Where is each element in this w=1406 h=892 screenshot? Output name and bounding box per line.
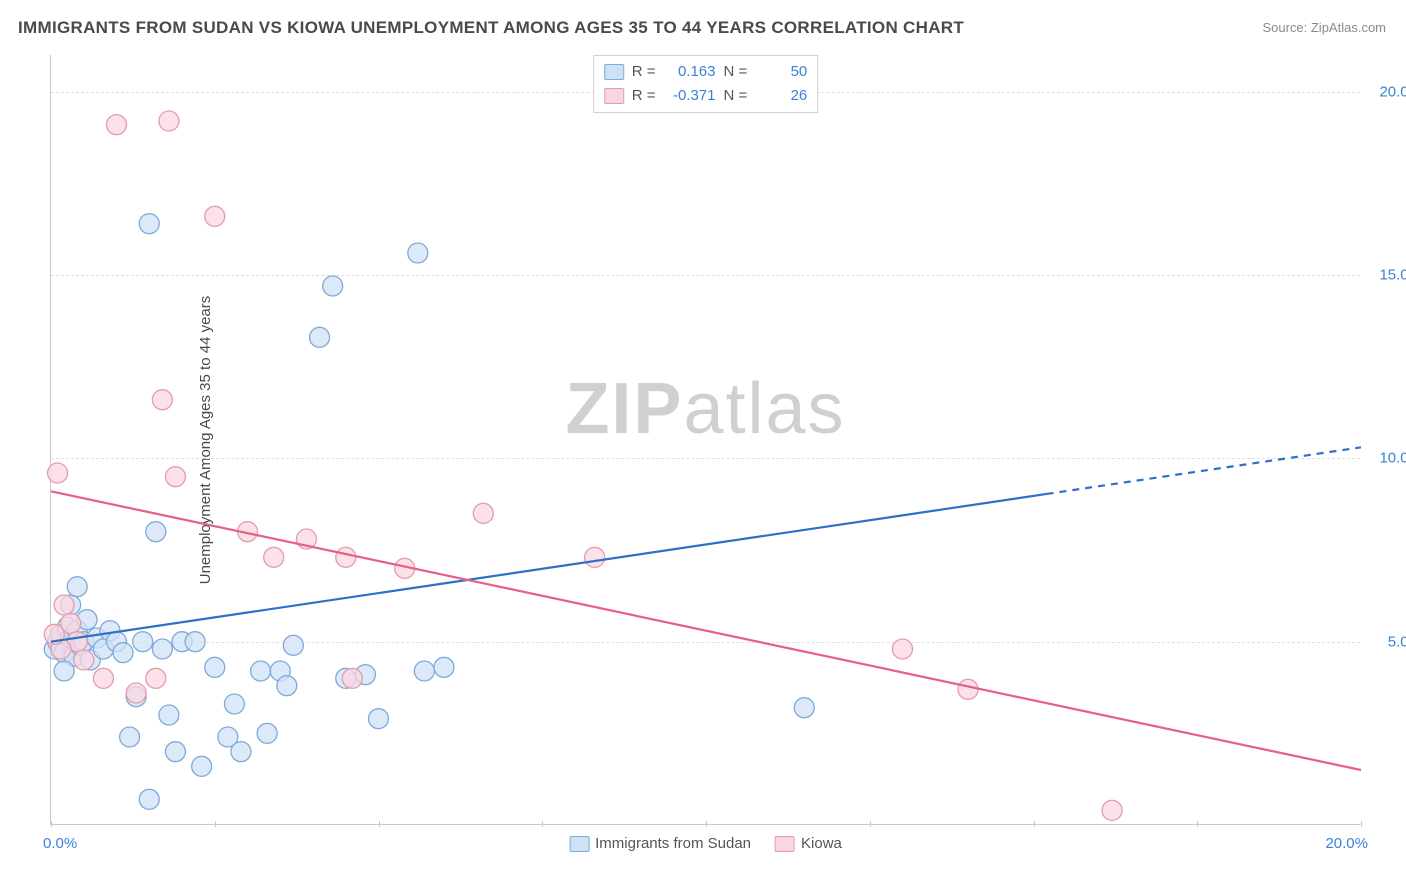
r-value-series1: 0.163: [664, 60, 716, 84]
data-point: [342, 668, 362, 688]
plot-area: Unemployment Among Ages 35 to 44 years Z…: [50, 55, 1360, 825]
data-point: [336, 547, 356, 567]
data-point: [113, 643, 133, 663]
data-point: [473, 503, 493, 523]
legend-label-series1: Immigrants from Sudan: [595, 835, 751, 852]
data-point: [192, 756, 212, 776]
data-point: [434, 657, 454, 677]
x-tick: [1361, 821, 1362, 827]
data-point: [224, 694, 244, 714]
data-point: [794, 698, 814, 718]
correlation-legend: R = 0.163 N = 50 R = -0.371 N = 26: [593, 55, 819, 113]
data-point: [310, 327, 330, 347]
data-point: [257, 723, 277, 743]
data-point: [54, 595, 74, 615]
data-point: [205, 657, 225, 677]
r-label: R =: [632, 60, 656, 84]
data-point: [165, 467, 185, 487]
x-axis-min-label: 0.0%: [43, 835, 77, 852]
trend-line-dashed: [1047, 447, 1361, 494]
data-point: [205, 206, 225, 226]
y-tick-label: 5.0%: [1388, 633, 1406, 650]
data-point: [120, 727, 140, 747]
swatch-series2-b: [775, 836, 795, 852]
y-tick-label: 15.0%: [1379, 267, 1406, 284]
data-point: [146, 668, 166, 688]
data-point: [165, 742, 185, 762]
data-point: [185, 632, 205, 652]
data-point: [283, 635, 303, 655]
legend-row-series1: R = 0.163 N = 50: [604, 60, 808, 84]
data-point: [264, 547, 284, 567]
y-tick-label: 20.0%: [1379, 83, 1406, 100]
data-point: [107, 115, 127, 135]
chart-title: IMMIGRANTS FROM SUDAN VS KIOWA UNEMPLOYM…: [18, 18, 964, 38]
data-point: [67, 577, 87, 597]
legend-item-series2: Kiowa: [775, 835, 842, 852]
data-point: [152, 390, 172, 410]
scatter-svg: [51, 55, 1360, 824]
y-tick-label: 10.0%: [1379, 450, 1406, 467]
n-label: N =: [724, 84, 748, 108]
trend-line: [51, 494, 1047, 642]
r-value-series2: -0.371: [664, 84, 716, 108]
swatch-series1: [604, 64, 624, 80]
swatch-series1-b: [569, 836, 589, 852]
data-point: [93, 668, 113, 688]
source-attribution: Source: ZipAtlas.com: [1262, 20, 1386, 35]
data-point: [958, 679, 978, 699]
data-point: [408, 243, 428, 263]
data-point: [1102, 800, 1122, 820]
data-point: [152, 639, 172, 659]
data-point: [133, 632, 153, 652]
trend-line: [51, 491, 1361, 770]
legend-row-series2: R = -0.371 N = 26: [604, 84, 808, 108]
data-point: [893, 639, 913, 659]
data-point: [369, 709, 389, 729]
n-value-series2: 26: [755, 84, 807, 108]
data-point: [74, 650, 94, 670]
data-point: [159, 705, 179, 725]
data-point: [48, 463, 68, 483]
data-point: [54, 661, 74, 681]
data-point: [126, 683, 146, 703]
data-point: [159, 111, 179, 131]
n-value-series1: 50: [755, 60, 807, 84]
data-point: [585, 547, 605, 567]
data-point: [251, 661, 271, 681]
data-point: [146, 522, 166, 542]
n-label: N =: [724, 60, 748, 84]
x-axis-max-label: 20.0%: [1325, 835, 1368, 852]
data-point: [277, 676, 297, 696]
data-point: [231, 742, 251, 762]
legend-item-series1: Immigrants from Sudan: [569, 835, 751, 852]
data-point: [414, 661, 434, 681]
legend-label-series2: Kiowa: [801, 835, 842, 852]
data-point: [139, 789, 159, 809]
swatch-series2: [604, 88, 624, 104]
data-point: [139, 214, 159, 234]
r-label: R =: [632, 84, 656, 108]
data-point: [323, 276, 343, 296]
series-legend: Immigrants from Sudan Kiowa: [569, 835, 842, 852]
